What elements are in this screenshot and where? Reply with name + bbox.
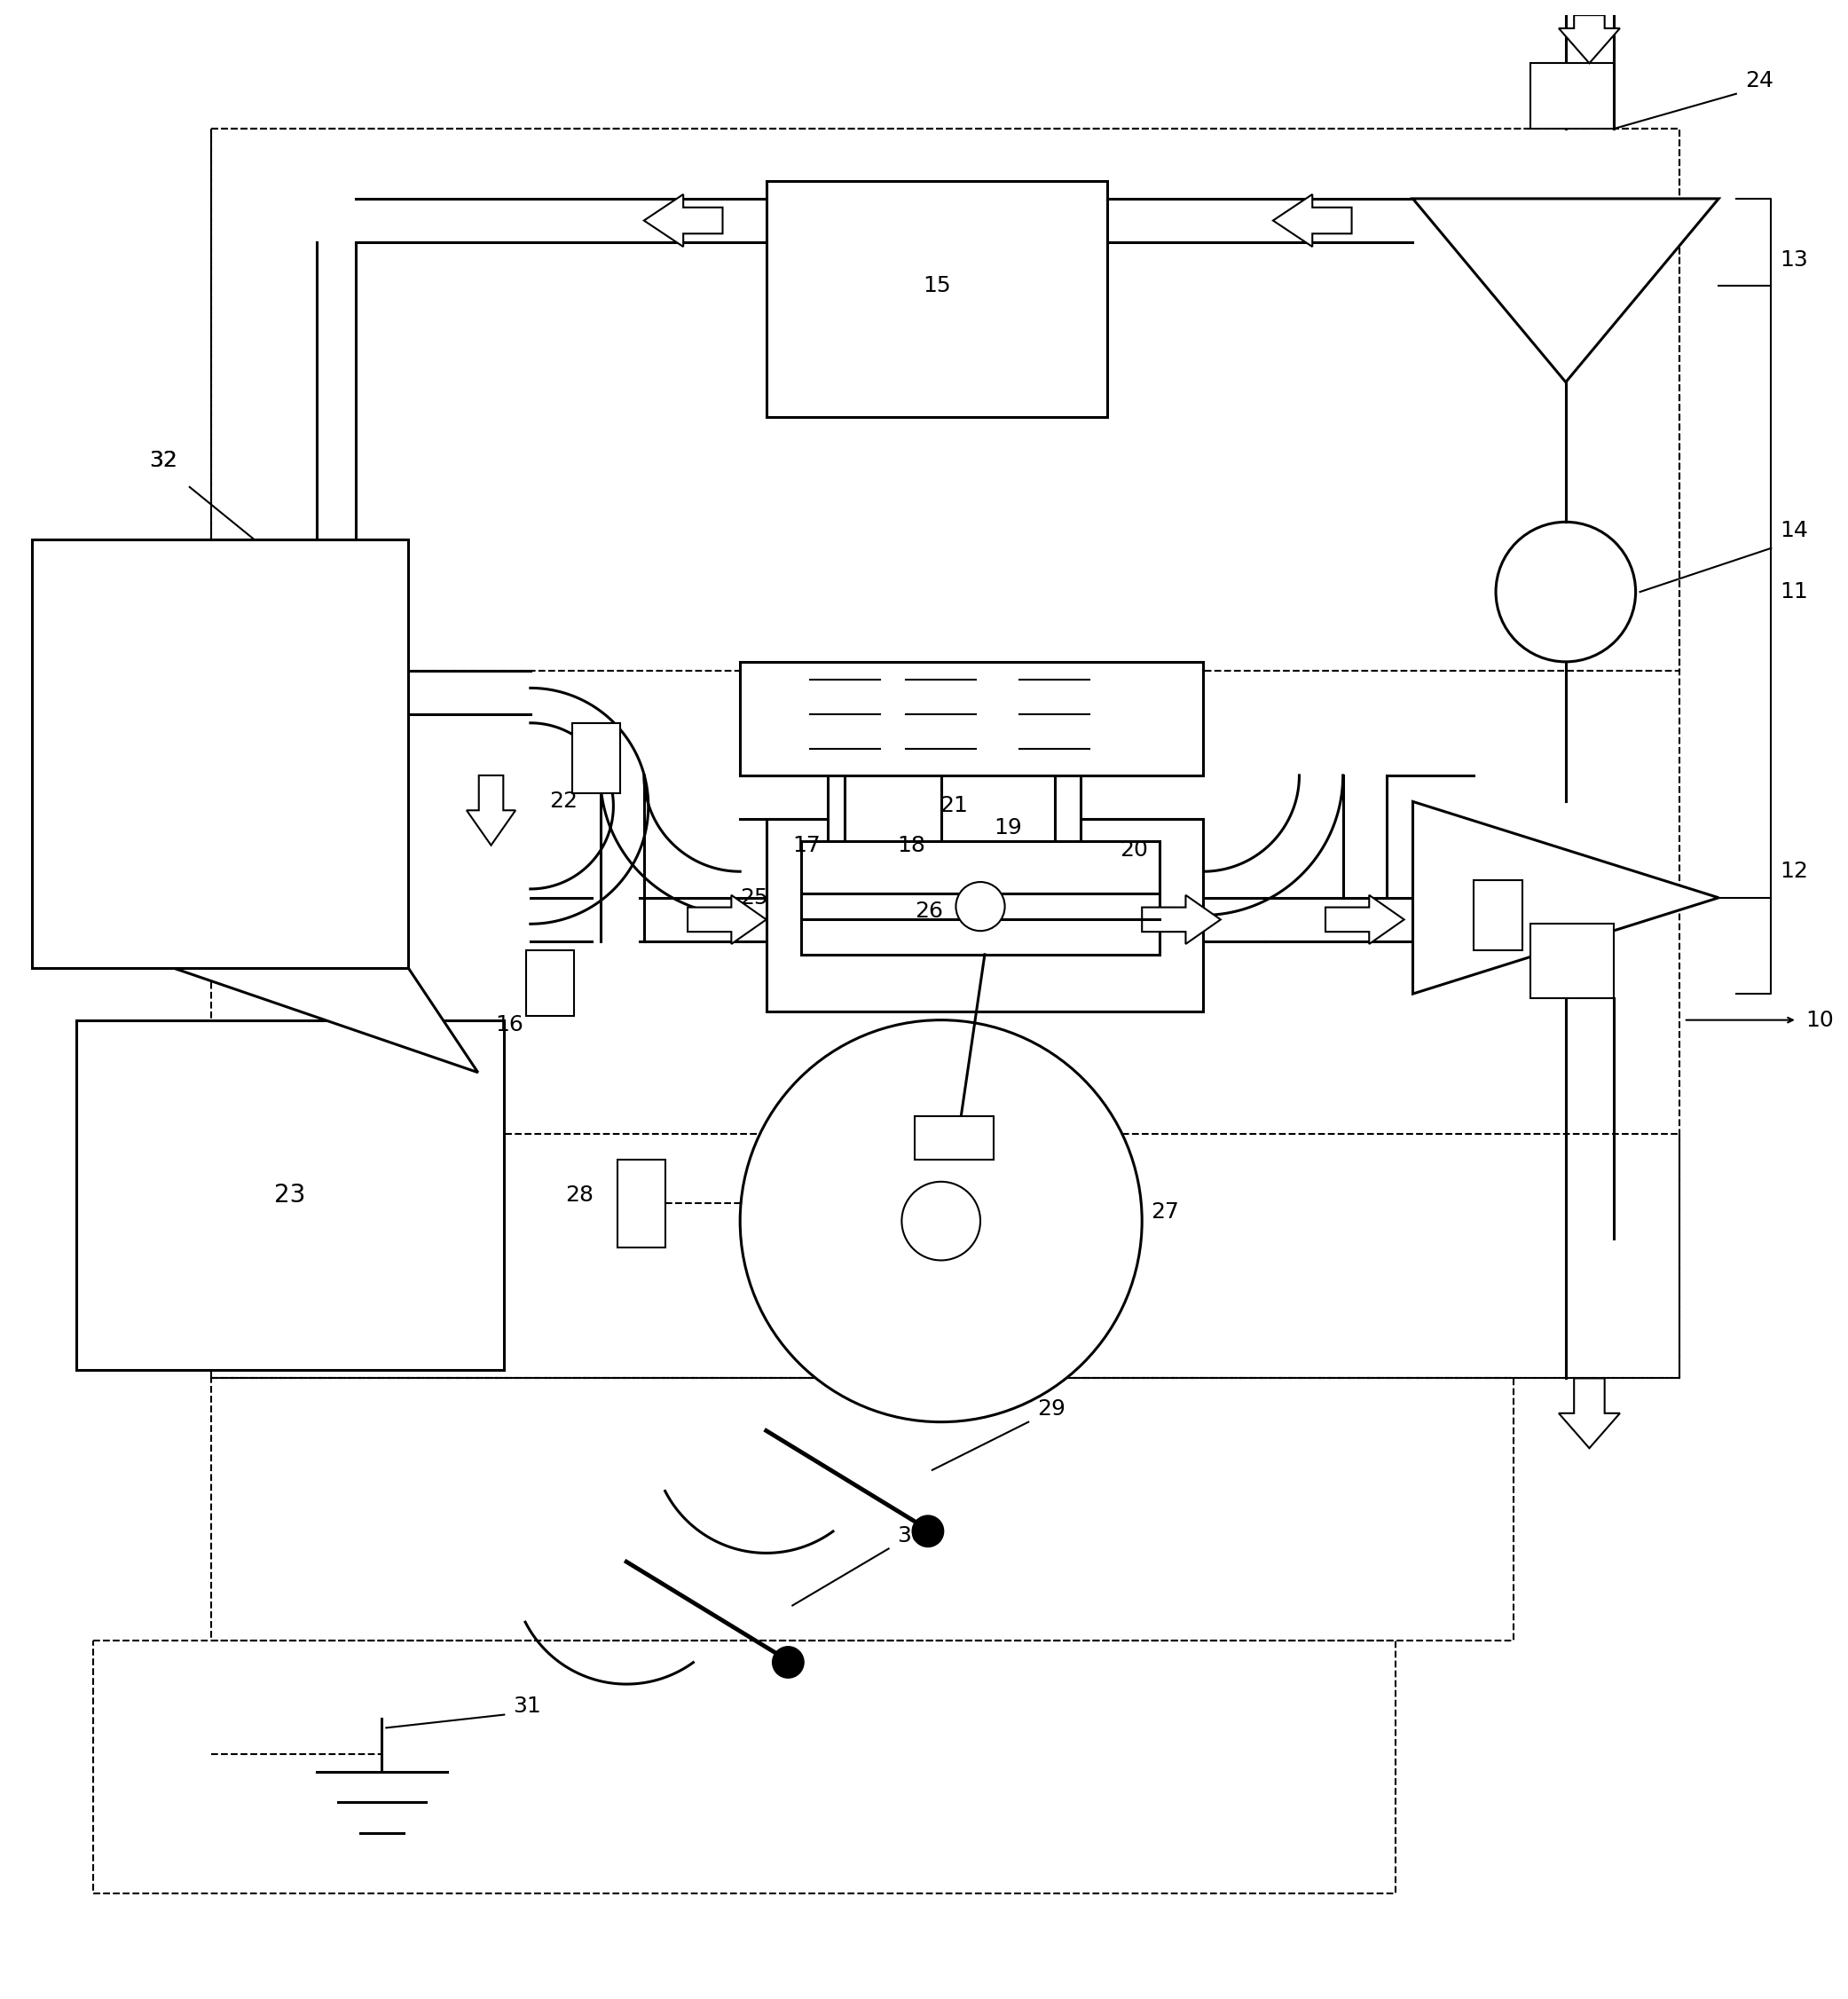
Bar	[211, 128, 1680, 1377]
Text: 22: 22	[549, 792, 578, 812]
Circle shape	[955, 882, 1005, 932]
Bar	[739, 662, 1203, 776]
Polygon shape	[1558, 1377, 1621, 1447]
Text: CONTROL: CONTROL	[177, 794, 262, 810]
Bar	[573, 724, 621, 794]
Bar	[33, 540, 408, 968]
Text: BRAKE: BRAKE	[190, 716, 249, 732]
Text: 32: 32	[150, 450, 177, 472]
Bar	[211, 1377, 1514, 1641]
Text: 15: 15	[922, 276, 950, 296]
Text: 18: 18	[898, 836, 926, 856]
Bar	[527, 950, 575, 1015]
Text: 20: 20	[1120, 840, 1148, 860]
Bar	[767, 182, 1107, 418]
Bar	[1475, 880, 1523, 950]
Bar	[828, 750, 1081, 864]
Text: 28: 28	[565, 1183, 593, 1205]
Bar	[1530, 64, 1613, 128]
Text: 24: 24	[1745, 70, 1774, 92]
Text: 25: 25	[739, 888, 769, 908]
Polygon shape	[172, 968, 479, 1071]
Bar	[1530, 924, 1613, 998]
Polygon shape	[643, 194, 723, 246]
Bar	[915, 1115, 994, 1159]
Polygon shape	[1414, 802, 1719, 994]
Polygon shape	[687, 896, 767, 944]
Text: 26: 26	[915, 900, 942, 922]
Bar	[211, 128, 1680, 670]
Polygon shape	[1325, 896, 1404, 944]
Bar	[211, 1133, 1680, 1377]
Text: 13: 13	[1780, 250, 1807, 270]
Bar	[94, 1641, 1395, 1893]
Polygon shape	[1142, 896, 1222, 944]
Bar	[802, 842, 1159, 954]
Circle shape	[1495, 522, 1635, 662]
Text: 17: 17	[793, 836, 821, 856]
Polygon shape	[466, 776, 516, 846]
Text: 31: 31	[514, 1695, 541, 1717]
Circle shape	[902, 1181, 979, 1259]
Text: 21: 21	[941, 796, 968, 818]
Text: 12: 12	[1780, 862, 1807, 882]
Text: 23: 23	[274, 1181, 305, 1207]
Polygon shape	[1414, 198, 1719, 382]
Bar	[767, 820, 1203, 1011]
Bar	[76, 1019, 505, 1369]
Circle shape	[739, 1019, 1142, 1421]
Text: 11: 11	[1780, 582, 1807, 602]
Polygon shape	[1273, 194, 1351, 246]
Text: UNIT: UNIT	[200, 872, 242, 888]
Bar	[617, 1159, 665, 1247]
Text: 16: 16	[495, 1013, 523, 1035]
Text: 19: 19	[994, 818, 1022, 838]
Text: 10: 10	[1805, 1009, 1835, 1031]
Text: 14: 14	[1780, 520, 1807, 542]
Polygon shape	[1558, 16, 1621, 64]
Text: 32: 32	[150, 450, 177, 472]
Text: EXHAUST: EXHAUST	[179, 636, 262, 652]
Text: 27: 27	[1151, 1201, 1179, 1223]
Circle shape	[772, 1647, 804, 1677]
Circle shape	[913, 1515, 944, 1547]
Text: 29: 29	[1037, 1397, 1066, 1419]
Text: 30: 30	[898, 1525, 926, 1545]
